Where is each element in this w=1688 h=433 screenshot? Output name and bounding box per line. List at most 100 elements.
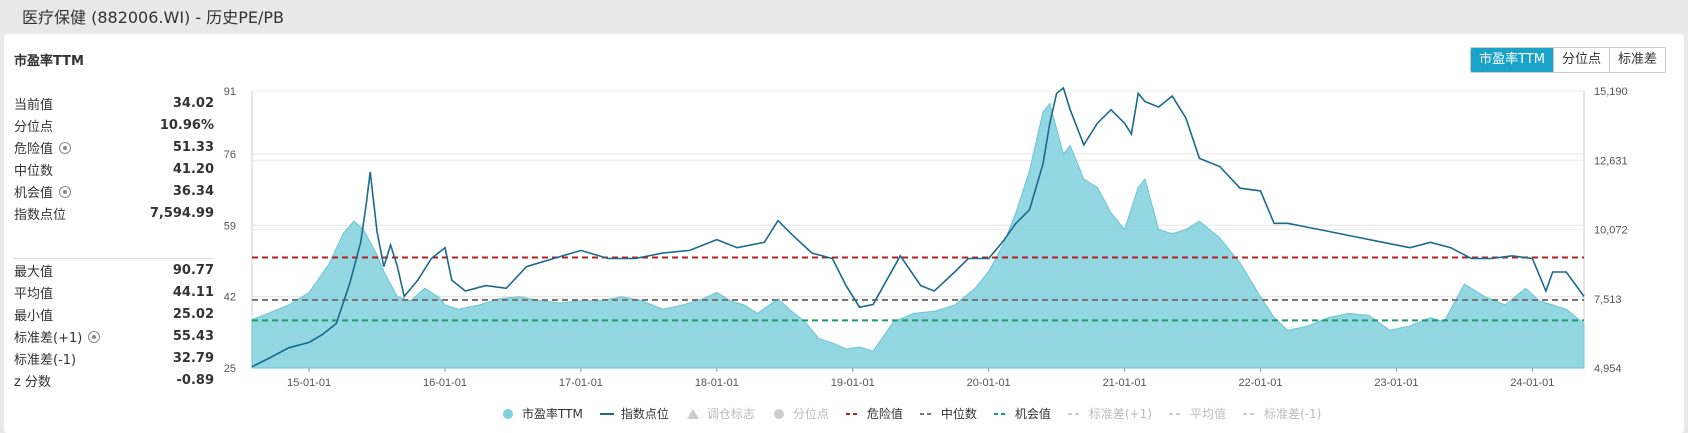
gear-icon[interactable] <box>59 185 72 198</box>
legend-dash-icon <box>1168 412 1183 415</box>
legend-item[interactable]: 标准差(-1) <box>1242 405 1321 422</box>
x-tick-label: 21-01-01 <box>1103 377 1147 389</box>
x-tick-label: 23-01-01 <box>1374 377 1418 389</box>
stat-label: 当前值 <box>14 94 53 113</box>
legend-item[interactable]: 中位数 <box>919 405 977 422</box>
stat-label: 分位点 <box>14 116 53 135</box>
stat-label: 危险值 <box>14 138 72 157</box>
legend-label: 中位数 <box>940 407 977 421</box>
stat-label: 标准差(+1) <box>14 327 101 346</box>
x-tick-label: 20-01-01 <box>967 377 1011 389</box>
stat-label: 指数点位 <box>14 204 66 223</box>
legend-label: 调仓标志 <box>706 407 755 421</box>
stat-label: 最小值 <box>14 305 53 324</box>
stat-label-text: 指数点位 <box>14 207 67 223</box>
section-title: 市盈率TTM <box>14 54 84 69</box>
legend-item[interactable]: 指数点位 <box>599 405 669 422</box>
stat-label: 中位数 <box>14 160 53 179</box>
stat-row: 最大值 90.77 <box>14 259 214 281</box>
legend-dash-icon <box>1242 412 1257 415</box>
stat-label-text: 最大值 <box>14 264 54 280</box>
stat-label: 最大值 <box>14 261 53 280</box>
right-tick-label: 12,631 <box>1594 155 1628 167</box>
legend-dash-icon <box>845 412 860 415</box>
stat-label-text: 平均值 <box>14 286 54 302</box>
legend-dash-icon <box>919 412 934 415</box>
legend-item[interactable]: 分位点 <box>771 405 829 422</box>
stat-row: 当前值 34.02 <box>14 92 214 114</box>
legend-label: 机会值 <box>1014 407 1051 421</box>
stat-value: 10.96% <box>159 117 214 133</box>
chart-legend: 市盈率TTM 指数点位 调仓标志 分位点 危险值 中位数 机会值 标准差(+1) 平均值 标准差(… <box>500 405 1321 422</box>
legend-label: 平均值 <box>1189 407 1226 421</box>
stat-label: 机会值 <box>14 182 72 201</box>
stat-label-text: 分位点 <box>14 119 54 135</box>
stat-row: 平均值 44.11 <box>14 281 214 303</box>
left-tick-label: 25 <box>224 363 236 375</box>
legend-label: 标准差(-1) <box>1263 407 1322 421</box>
pe-area <box>251 102 1585 369</box>
legend-label: 分位点 <box>792 407 829 421</box>
stat-value: 51.33 <box>172 139 214 155</box>
stat-label-text: 危险值 <box>14 141 54 157</box>
right-tick-label: 7,513 <box>1594 294 1622 306</box>
stat-row: 指数点位 7,594.99 <box>14 202 214 224</box>
left-tick-label: 59 <box>224 220 236 232</box>
stat-label: 平均值 <box>14 283 53 302</box>
window-title-bar: 医疗保健 (882006.WI) - 历史PE/PB <box>0 0 1688 34</box>
left-tick-label: 42 <box>224 292 236 304</box>
stat-label-text: 标准差(-1) <box>14 352 77 368</box>
stat-value: 32.79 <box>172 350 214 366</box>
left-tick-label: 91 <box>224 86 236 98</box>
x-tick-label: 24-01-01 <box>1510 377 1554 389</box>
x-tick-label: 18-01-01 <box>695 377 739 389</box>
gear-icon[interactable] <box>59 141 72 154</box>
legend-item[interactable]: 危险值 <box>845 405 903 422</box>
stat-row: 分位点 10.96% <box>14 114 214 136</box>
stats-panel-bottom: 最大值 90.77 平均值 44.11 最小值 25.02 标准差(+1) 55.43 标准差(… <box>14 259 214 391</box>
stat-label-text: 机会值 <box>14 185 54 201</box>
gear-icon[interactable] <box>88 330 101 343</box>
stat-label-text: 当前值 <box>14 97 54 113</box>
stat-value: 44.11 <box>172 284 214 300</box>
legend-label: 危险值 <box>866 407 903 421</box>
legend-item[interactable]: 市盈率TTM <box>500 405 583 422</box>
legend-item[interactable]: 机会值 <box>993 405 1051 422</box>
stat-row: 标准差(+1) 55.43 <box>14 325 214 347</box>
stats-panel-top: 当前值 34.02 分位点 10.96% 危险值 51.33 中位数 41.20 机会值 36.3… <box>14 92 214 224</box>
legend-label: 市盈率TTM <box>522 407 583 421</box>
legend-item[interactable]: 平均值 <box>1168 405 1226 422</box>
stat-value: 36.34 <box>172 183 214 199</box>
legend-dot-icon <box>773 408 784 419</box>
tab-0[interactable]: 市盈率TTM <box>1471 48 1553 72</box>
tab-1[interactable]: 分位点 <box>1552 48 1609 72</box>
stat-row: z 分数 -0.89 <box>14 369 214 391</box>
legend-label: 指数点位 <box>620 407 669 421</box>
legend-dash-icon <box>993 412 1008 415</box>
x-tick-label: 15-01-01 <box>287 377 331 389</box>
legend-label: 标准差(+1) <box>1088 407 1152 421</box>
legend-triangle-icon <box>686 408 699 419</box>
x-tick-label: 19-01-01 <box>831 377 875 389</box>
view-tabs: 市盈率TTM 分位点 标准差 <box>1470 47 1666 73</box>
legend-item[interactable]: 标准差(+1) <box>1067 405 1152 422</box>
right-tick-label: 4,954 <box>1594 363 1622 375</box>
x-tick-label: 17-01-01 <box>559 377 603 389</box>
stat-row: 中位数 41.20 <box>14 158 214 180</box>
legend-item[interactable]: 调仓标志 <box>685 405 755 422</box>
stats-divider <box>14 258 214 259</box>
x-tick-label: 22-01-01 <box>1238 377 1282 389</box>
stat-label: z 分数 <box>14 371 51 390</box>
stat-value: 34.02 <box>172 95 214 111</box>
window-title: 医疗保健 (882006.WI) - 历史PE/PB <box>22 8 284 27</box>
stat-row: 标准差(-1) 32.79 <box>14 347 214 369</box>
stat-row: 机会值 36.34 <box>14 180 214 202</box>
stat-value: 7,594.99 <box>149 205 214 221</box>
stat-value: -0.89 <box>176 372 214 388</box>
stat-label: 标准差(-1) <box>14 349 76 368</box>
stat-value: 25.02 <box>172 306 214 322</box>
tab-2[interactable]: 标准差 <box>1608 48 1665 72</box>
legend-dash-icon <box>1067 412 1082 415</box>
stat-value: 55.43 <box>172 328 214 344</box>
